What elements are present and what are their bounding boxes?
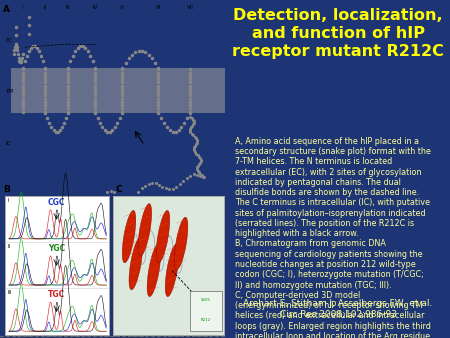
Ellipse shape: [122, 211, 136, 263]
Text: III: III: [65, 5, 70, 10]
Text: VI: VI: [156, 5, 161, 10]
Text: A: A: [4, 5, 10, 14]
Text: YGC: YGC: [48, 244, 65, 253]
Ellipse shape: [156, 211, 170, 263]
Text: VII: VII: [187, 5, 194, 10]
Ellipse shape: [165, 244, 179, 296]
Text: V: V: [120, 5, 124, 10]
Text: Detection, localization,
and function of hIP
receptor mutant R212C: Detection, localization, and function of…: [232, 8, 444, 59]
Text: II: II: [44, 5, 47, 10]
Bar: [4, 196, 108, 335]
Ellipse shape: [147, 244, 161, 296]
Text: C: C: [116, 185, 122, 194]
Text: EC: EC: [6, 38, 13, 43]
Bar: [113, 196, 224, 335]
Text: TM: TM: [6, 89, 14, 94]
Bar: [11, 68, 225, 113]
Text: III: III: [8, 290, 13, 295]
Text: IV: IV: [92, 5, 98, 10]
Text: A, Amino acid sequence of the hIP placed in a
secondary structure (snake plot) f: A, Amino acid sequence of the hIP placed…: [235, 137, 431, 338]
Ellipse shape: [138, 204, 152, 256]
Text: II: II: [8, 244, 11, 249]
Text: S205: S205: [201, 298, 211, 302]
Text: I: I: [22, 5, 23, 10]
Ellipse shape: [174, 217, 188, 269]
Text: CGC: CGC: [48, 198, 65, 207]
Text: I: I: [8, 198, 9, 203]
Ellipse shape: [129, 238, 143, 290]
Text: B: B: [4, 185, 10, 194]
Text: IC: IC: [6, 141, 11, 146]
Text: TGC: TGC: [48, 290, 65, 299]
Text: Arehart E, Stitham J, Asselbergs FW, et al.
Circ Res 2008;102:986-93: Arehart E, Stitham J, Asselbergs FW, et …: [243, 299, 433, 319]
Text: R212: R212: [201, 318, 211, 322]
Bar: [190, 291, 222, 331]
